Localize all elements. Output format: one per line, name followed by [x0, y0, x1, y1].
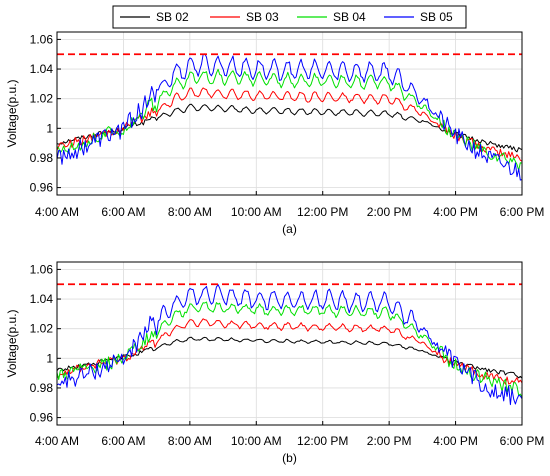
y-tick-label: 1 [46, 121, 53, 135]
plot-frame [56, 31, 523, 196]
x-tick-label: 10:00 AM [231, 205, 282, 219]
y-tick-label: 1.02 [30, 92, 54, 106]
x-tick-label: 4:00 AM [35, 205, 79, 219]
legend-label: SB 02 [156, 10, 189, 24]
x-tick-label: 6:00 AM [101, 205, 145, 219]
x-tick-label: 8:00 AM [168, 434, 212, 448]
panel-caption: (b) [282, 451, 297, 465]
legend-entry-sb05: SB 05 [384, 10, 453, 24]
series-line-sb03 [56, 318, 523, 385]
legend-label: SB 05 [420, 10, 453, 24]
x-tick-label: 8:00 AM [168, 205, 212, 219]
panel-caption: (a) [282, 222, 297, 236]
panel-b: 4:00 AM 6:00 AM 8:00 AM 10:00 AM 12:00 PM 2:0… [5, 261, 545, 465]
series-line-sb02 [56, 103, 523, 153]
y-tick-label: 1 [46, 351, 53, 365]
y-tick-label: 1.06 [30, 32, 54, 46]
legend-entry-sb04: SB 04 [297, 10, 366, 24]
x-tick-label: 4:00 PM [433, 205, 478, 219]
y-tick-label: 1.02 [30, 322, 54, 336]
y-axis-label: Voltage(p.u.) [5, 79, 19, 147]
panel-a: 4:00 AM 6:00 AM 8:00 AM 10:00 AM 12:00 PM 2:0… [5, 31, 545, 236]
plot-area [57, 32, 522, 195]
y-tick-label: 0.98 [30, 151, 54, 165]
x-tick-label: 4:00 PM [433, 434, 478, 448]
x-tick-label: 2:00 PM [367, 434, 412, 448]
legend-entry-sb02: SB 02 [120, 10, 189, 24]
x-tick-label: 6:00 PM [500, 205, 545, 219]
x-tick-label: 12:00 PM [297, 434, 348, 448]
legend-label: SB 04 [333, 10, 366, 24]
legend-entry-sb03: SB 03 [210, 10, 279, 24]
legend-box [112, 5, 467, 29]
legend-label: SB 03 [246, 10, 279, 24]
x-tick-label: 10:00 AM [231, 434, 282, 448]
series-line-sb05 [56, 284, 523, 406]
y-tick-label: 0.96 [30, 181, 54, 195]
series-line-sb04 [56, 301, 523, 398]
x-tick-label: 2:00 PM [367, 205, 412, 219]
y-axis-label: Voltage(p.u.) [5, 309, 19, 377]
x-tick-label: 6:00 AM [101, 434, 145, 448]
y-tick-label: 1.06 [30, 262, 54, 276]
legend: SB 02 SB 03 SB 04 SB 05 [112, 5, 467, 29]
y-tick-label: 1.04 [30, 62, 54, 76]
plot-frame [56, 261, 523, 426]
x-tick-label: 6:00 PM [500, 434, 545, 448]
y-tick-label: 0.96 [30, 411, 54, 425]
plot-area [57, 262, 522, 425]
y-tick-label: 0.98 [30, 381, 54, 395]
x-tick-label: 12:00 PM [297, 205, 348, 219]
series-line-sb05 [56, 53, 523, 181]
y-tick-label: 1.04 [30, 292, 54, 306]
x-tick-label: 4:00 AM [35, 434, 79, 448]
